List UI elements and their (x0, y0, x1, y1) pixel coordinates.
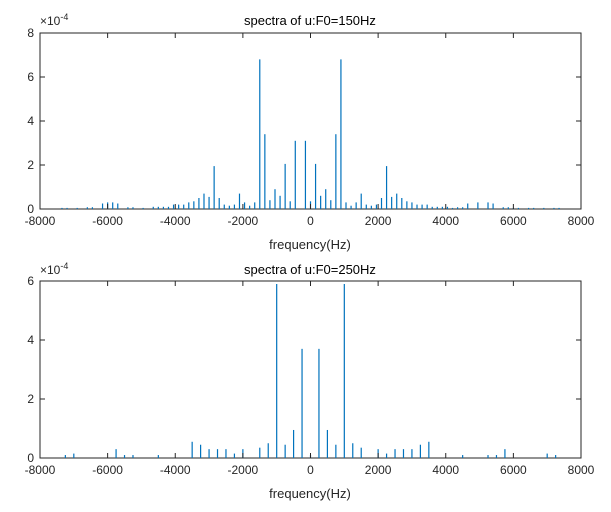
y-tick-label: 4 (27, 114, 34, 128)
y-tick-label: 0 (27, 451, 34, 465)
x-tick-label: 0 (307, 214, 314, 228)
x-tick-label: 8000 (568, 463, 595, 477)
x-tick-label: 2000 (365, 463, 392, 477)
x-tick-label: 2000 (365, 214, 392, 228)
y-multiplier-label: ×10-4 (40, 261, 68, 277)
spectrum-plot-f0-250: spectra of u:F0=250Hz ×10-4 -8000 -6000 -4… (25, 261, 595, 501)
plot-title: spectra of u:F0=150Hz (244, 13, 376, 28)
x-axis-label: frequency(Hz) (269, 486, 351, 501)
y-tick-label: 2 (27, 158, 34, 172)
x-tick-label: 8000 (568, 214, 595, 228)
x-tick-label: 6000 (500, 214, 527, 228)
x-tick-label: -2000 (228, 214, 259, 228)
y-tick-label: 6 (27, 70, 34, 84)
spectrum-plot-f0-150: spectra of u:F0=150Hz ×10-4 -8000 -6000 -4… (25, 12, 595, 252)
y-tick-label: 8 (27, 26, 34, 40)
x-tick-label: 4000 (432, 214, 459, 228)
plot-area (39, 280, 582, 459)
x-tick-label: -4000 (160, 214, 191, 228)
x-tick-label: -6000 (92, 463, 123, 477)
x-axis-ticks: -8000 -6000 -4000 -2000 0 2000 4000 6000 8000 (25, 33, 595, 228)
stem-series (61, 59, 560, 209)
y-tick-label: 0 (27, 202, 34, 216)
y-tick-label: 6 (27, 274, 34, 288)
y-axis-ticks: 0 2 4 6 8 (27, 26, 581, 216)
x-tick-label: -8000 (25, 214, 56, 228)
plot-title: spectra of u:F0=250Hz (244, 262, 376, 277)
x-tick-label: -4000 (160, 463, 191, 477)
x-tick-label: 6000 (500, 463, 527, 477)
y-multiplier-label: ×10-4 (40, 12, 68, 28)
x-tick-label: -2000 (228, 463, 259, 477)
x-tick-label: 0 (307, 463, 314, 477)
y-tick-label: 4 (27, 333, 34, 347)
x-tick-label: -6000 (92, 214, 123, 228)
x-tick-label: 4000 (432, 463, 459, 477)
plot-area (39, 32, 582, 210)
x-tick-label: -8000 (25, 463, 56, 477)
x-axis-label: frequency(Hz) (269, 237, 351, 252)
x-axis-ticks: -8000 -6000 -4000 -2000 0 2000 4000 6000 8000 (25, 281, 595, 477)
y-tick-label: 2 (27, 392, 34, 406)
y-axis-ticks: 0 2 4 6 (27, 274, 581, 465)
